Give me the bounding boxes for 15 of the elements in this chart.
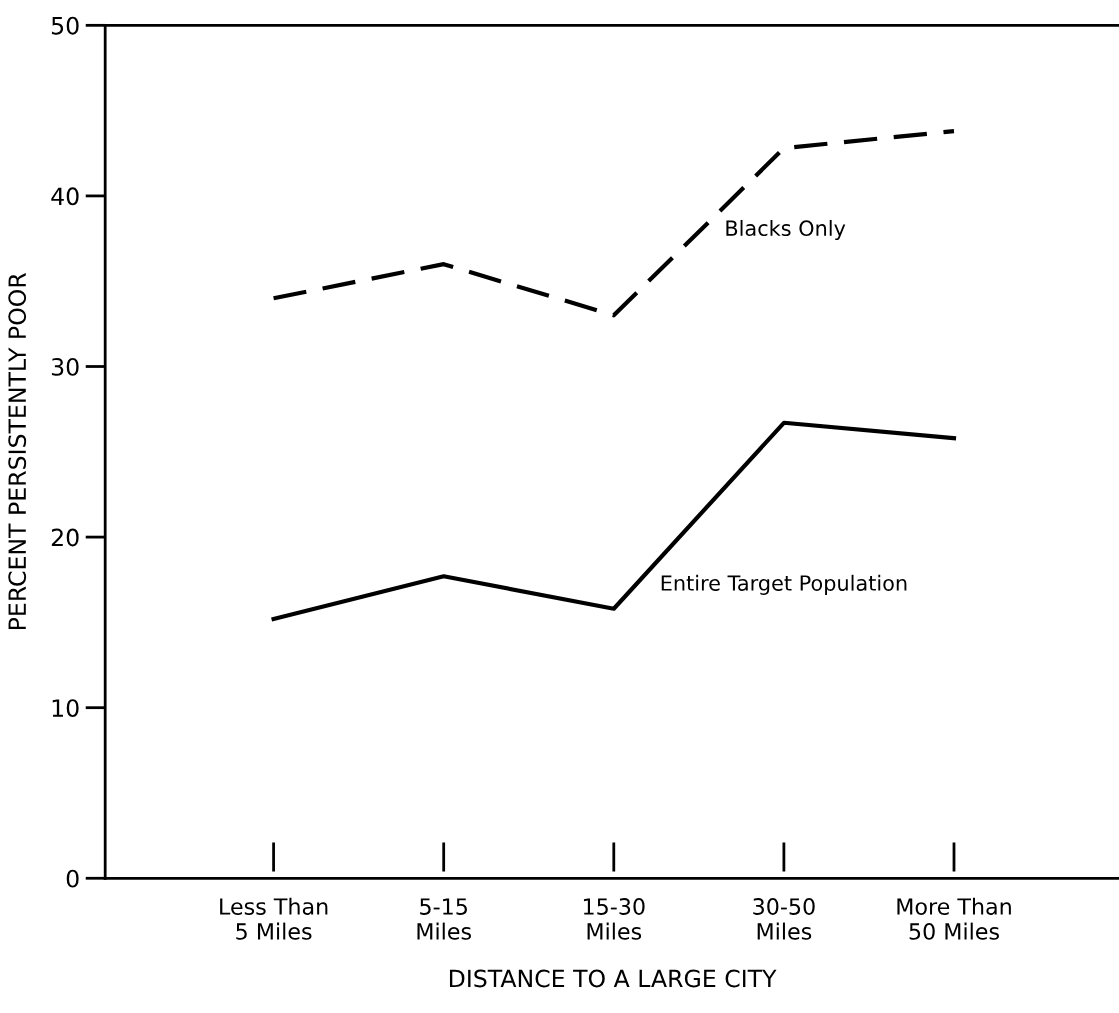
x-tick-label: Less Than 5 Miles: [220, 897, 328, 940]
y-tick-label: 30: [51, 357, 79, 376]
x-tick-label: 15-30 Miles: [583, 898, 645, 940]
series-label: Blacks Only: [726, 219, 846, 241]
x-tick-label: More Than 50 Miles: [897, 897, 1011, 940]
series-label: Entire Target Population: [661, 574, 907, 595]
y-tick-label: 20: [51, 528, 79, 547]
x-tick-label: 5-15 Miles: [417, 898, 471, 940]
y-tick-label: 50: [51, 16, 79, 35]
y-tick-label: 40: [51, 187, 79, 206]
y-axis-title: PERCENT PERSISTENTLY POOR: [8, 272, 27, 630]
x-axis-title: DISTANCE TO A LARGE CITY: [449, 969, 777, 988]
y-tick-label: 10: [52, 699, 79, 717]
y-tick-label: 0: [66, 869, 79, 888]
x-tick-label: 30-50 Miles: [753, 898, 815, 940]
